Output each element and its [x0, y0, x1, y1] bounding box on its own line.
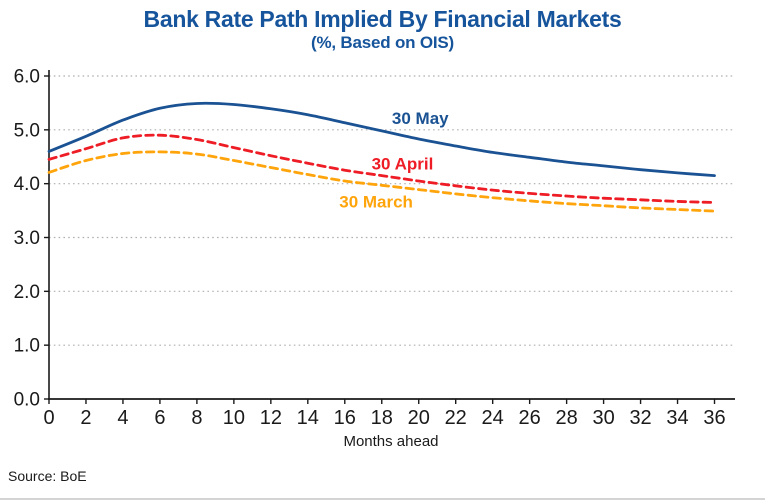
x-tick-label: 34 — [666, 407, 688, 429]
x-tick-label: 36 — [703, 407, 725, 429]
chart-subtitle: (%, Based on OIS) — [310, 33, 454, 53]
y-gridlines — [49, 75, 733, 346]
y-tick-label: 1.0 — [14, 336, 40, 357]
x-tick-label: 10 — [223, 407, 245, 429]
x-tick-label: 12 — [260, 407, 282, 429]
source-note: Source: BoE — [8, 468, 87, 484]
series-label-30-april: 30 April — [372, 155, 434, 174]
series-label-30-march: 30 March — [339, 192, 413, 211]
x-tick-label: 30 — [592, 407, 614, 429]
x-tick-label: 8 — [191, 407, 202, 429]
y-tick-label: 6.0 — [14, 67, 40, 88]
x-axis-title: Months ahead — [343, 433, 438, 450]
series-line-30-march — [47, 150, 716, 213]
x-tick-label: 16 — [334, 407, 356, 429]
x-tick-label: 26 — [519, 407, 541, 429]
x-tick-label: 20 — [408, 407, 430, 429]
series-label-30-may: 30 May — [392, 109, 449, 128]
series-line-30-may — [47, 101, 716, 177]
y-tick-labels: 0.0 1.0 2.0 3.0 4.0 5.0 6.0 — [14, 67, 49, 411]
y-tick-label: 5.0 — [14, 120, 40, 141]
x-tick-label: 24 — [482, 407, 504, 429]
y-tick-label: 2.0 — [14, 282, 40, 303]
x-tick-label: 28 — [555, 407, 577, 429]
x-tick-label: 4 — [117, 407, 128, 429]
x-tick-label: 0 — [43, 407, 54, 429]
y-tick-label: 0.0 — [14, 390, 40, 411]
x-tick-label: 2 — [80, 407, 91, 429]
axes — [48, 70, 735, 400]
chart-header: Bank Rate Path Implied By Financial Mark… — [0, 6, 765, 53]
series-line-30-april — [47, 133, 716, 204]
x-tick-label: 6 — [154, 407, 165, 429]
x-tick-label: 18 — [371, 407, 393, 429]
x-tick-label: 32 — [629, 407, 651, 429]
x-tick-label: 22 — [445, 407, 467, 429]
y-tick-label: 4.0 — [14, 174, 40, 195]
x-tick-labels: 0 2 4 6 8 10 12 14 16 18 20 22 24 26 28 30 32 34 36 — [43, 399, 726, 429]
y-tick-label: 3.0 — [14, 228, 40, 249]
chart-title: Bank Rate Path Implied By Financial Mark… — [143, 6, 622, 32]
x-tick-label: 14 — [297, 407, 319, 429]
